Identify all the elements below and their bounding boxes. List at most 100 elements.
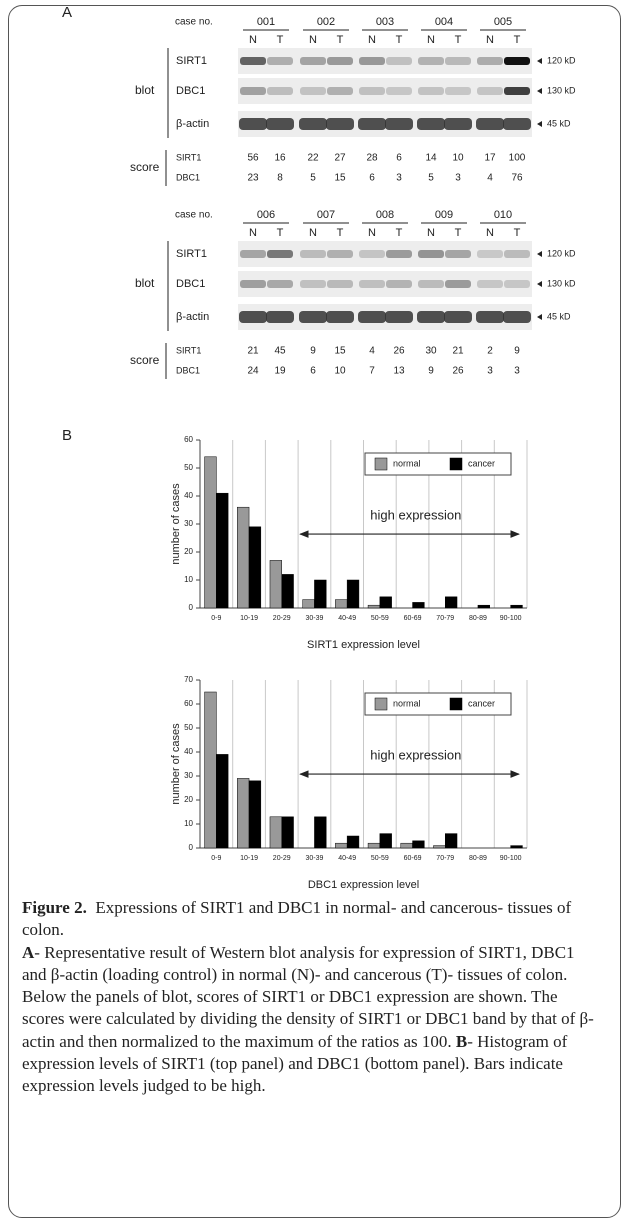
loading-band [299, 118, 327, 130]
score-label: score [130, 353, 160, 367]
blot-band [504, 87, 530, 95]
case-number: 005 [494, 16, 512, 28]
lane-label: T [514, 227, 521, 239]
row-label: β-actin [176, 311, 209, 323]
loading-band [417, 118, 445, 130]
blot-band [445, 87, 471, 95]
blot-band [267, 57, 293, 65]
size-marker [537, 251, 542, 257]
lane-label: T [337, 34, 344, 46]
annotation: high expression [370, 748, 461, 763]
blot-band [267, 280, 293, 288]
legend-swatch [375, 458, 387, 470]
panel-label: A [62, 4, 72, 21]
lane-label: N [249, 227, 257, 239]
size-marker [537, 58, 542, 64]
row-label: SIRT1 [176, 55, 207, 67]
score-value: 6 [396, 153, 402, 164]
lane-label: N [486, 227, 494, 239]
blot-band [504, 250, 530, 258]
x-tick-label: 30-39 [305, 855, 323, 862]
bar [314, 580, 326, 608]
score-value: 28 [366, 153, 378, 164]
loading-band [476, 311, 504, 323]
bar [335, 843, 347, 848]
bar [205, 457, 217, 608]
loading-band [385, 311, 413, 323]
bar [445, 834, 457, 848]
blot-band [359, 87, 385, 95]
blot-band [359, 250, 385, 258]
blot-band [386, 250, 412, 258]
score-value: 21 [452, 346, 464, 357]
bar [216, 754, 228, 848]
bar [237, 507, 249, 608]
size-marker [537, 314, 542, 320]
y-tick-label: 0 [189, 603, 194, 612]
caption-title: Expressions of SIRT1 and DBC1 in normal-… [22, 898, 571, 939]
bar [380, 834, 392, 848]
y-tick-label: 50 [184, 723, 193, 732]
blot-band [477, 57, 503, 65]
x-axis-label: DBC1 expression level [308, 879, 419, 891]
loading-band [326, 311, 354, 323]
size-label: 130 kD [547, 278, 576, 288]
legend-swatch [450, 698, 462, 710]
y-tick-label: 20 [184, 795, 193, 804]
loading-band [239, 311, 267, 323]
blot-band [418, 57, 444, 65]
loading-band [476, 118, 504, 130]
row-label: β-actin [176, 118, 209, 130]
loading-band [266, 118, 294, 130]
blot-band [240, 87, 266, 95]
blot-band [300, 57, 326, 65]
blot-band [477, 250, 503, 258]
bar [413, 602, 425, 608]
x-tick-label: 60-69 [404, 855, 422, 862]
bar [347, 580, 359, 608]
size-label: 45 kD [547, 311, 571, 321]
score-value: 8 [277, 173, 283, 184]
bar [282, 574, 294, 608]
score-value: 23 [247, 173, 259, 184]
y-tick-label: 10 [184, 575, 193, 584]
case-number: 003 [376, 16, 394, 28]
x-tick-label: 70-79 [436, 855, 454, 862]
size-marker [537, 121, 542, 127]
bar [237, 778, 249, 848]
blot-band [445, 280, 471, 288]
blot-band [386, 57, 412, 65]
x-tick-label: 90-100 [500, 855, 522, 862]
blot-band [504, 280, 530, 288]
x-tick-label: 50-59 [371, 855, 389, 862]
y-tick-label: 0 [189, 843, 194, 852]
size-label: 130 kD [547, 85, 576, 95]
score-value: 9 [428, 366, 434, 377]
score-value: 3 [396, 173, 402, 184]
score-value: 10 [334, 366, 346, 377]
y-tick-label: 40 [184, 747, 193, 756]
case-number: 001 [257, 16, 275, 28]
y-tick-label: 70 [184, 675, 193, 684]
loading-band [358, 311, 386, 323]
score-row-label: SIRT1 [176, 152, 201, 162]
y-tick-label: 10 [184, 819, 193, 828]
loading-band [326, 118, 354, 130]
blot-band [267, 87, 293, 95]
blot-label: blot [135, 276, 155, 290]
loading-band [239, 118, 267, 130]
bar [401, 843, 413, 848]
blot-band [327, 280, 353, 288]
bar [249, 781, 261, 848]
loading-band [417, 311, 445, 323]
score-row-label: DBC1 [176, 172, 200, 182]
blot-band [300, 87, 326, 95]
y-axis-label: number of cases [170, 483, 182, 565]
bar [335, 600, 347, 608]
bar [205, 692, 217, 848]
score-row-label: DBC1 [176, 365, 200, 375]
blot-label: blot [135, 83, 155, 97]
loading-band [299, 311, 327, 323]
bar [270, 560, 282, 608]
blot-band [327, 87, 353, 95]
